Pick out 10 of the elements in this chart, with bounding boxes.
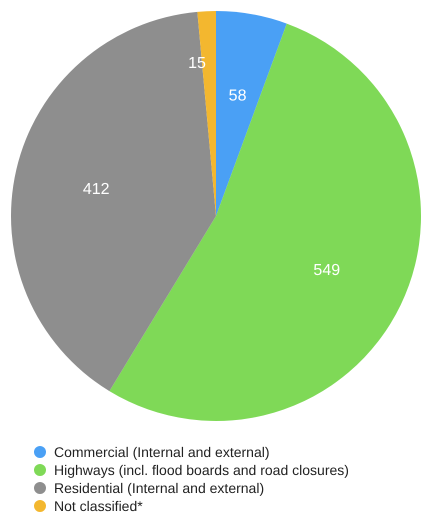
legend-label: Highways (incl. flood boards and road closures) bbox=[54, 462, 349, 478]
legend-label: Commercial (Internal and external) bbox=[54, 444, 270, 460]
pie-slice bbox=[216, 11, 287, 216]
data-label: 549 bbox=[313, 262, 340, 280]
legend-label: Residential (Internal and external) bbox=[54, 480, 264, 496]
pie-slice bbox=[109, 24, 421, 421]
data-label: 412 bbox=[82, 180, 110, 198]
data-label: 58 bbox=[228, 88, 247, 105]
legend-label: Not classified* bbox=[54, 498, 144, 514]
pie-slice bbox=[11, 12, 216, 392]
